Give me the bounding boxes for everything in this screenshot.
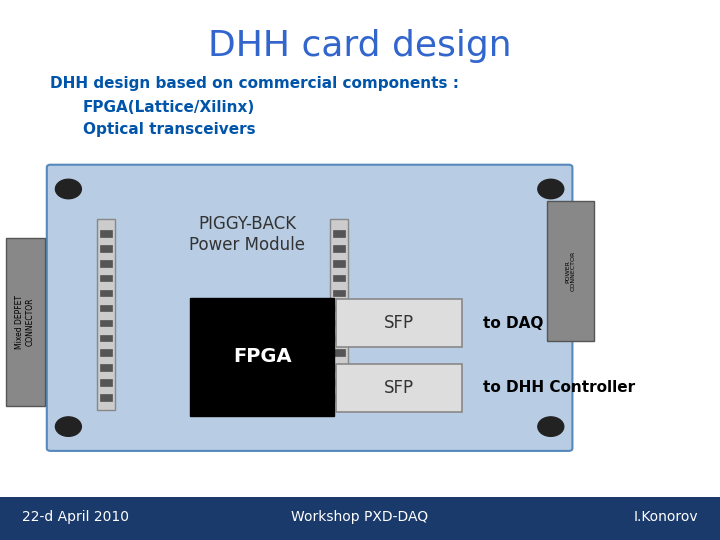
Bar: [0, 497, 720, 540]
Bar: [333, 379, 346, 386]
Bar: [333, 305, 346, 311]
Text: I.Konorov: I.Konorov: [634, 510, 698, 524]
Bar: [333, 260, 346, 267]
Text: DHH design based on commercial components :: DHH design based on commercial component…: [50, 76, 459, 91]
Circle shape: [538, 179, 564, 199]
Circle shape: [538, 417, 564, 436]
Bar: [100, 349, 112, 356]
Text: SFP: SFP: [384, 314, 413, 332]
Circle shape: [55, 417, 81, 436]
Bar: [333, 349, 346, 356]
Bar: [100, 335, 112, 341]
Bar: [100, 320, 112, 326]
FancyBboxPatch shape: [336, 364, 462, 411]
Bar: [100, 275, 112, 281]
Bar: [333, 230, 346, 237]
Bar: [100, 364, 112, 371]
FancyBboxPatch shape: [330, 219, 348, 410]
FancyBboxPatch shape: [547, 201, 594, 341]
FancyBboxPatch shape: [47, 165, 572, 451]
Text: FPGA: FPGA: [233, 347, 292, 366]
Text: DHH card design: DHH card design: [208, 29, 512, 63]
Bar: [100, 245, 112, 252]
Bar: [333, 245, 346, 252]
Text: POWER
CONNECTOR: POWER CONNECTOR: [565, 251, 576, 292]
Bar: [333, 320, 346, 326]
Bar: [100, 394, 112, 401]
Text: Mixed DEPFET
CONNECTOR: Mixed DEPFET CONNECTOR: [16, 295, 35, 349]
Bar: [333, 394, 346, 401]
Text: Optical transceivers: Optical transceivers: [83, 122, 256, 137]
FancyBboxPatch shape: [6, 238, 45, 406]
Circle shape: [55, 179, 81, 199]
Bar: [100, 290, 112, 296]
FancyBboxPatch shape: [97, 219, 115, 410]
Text: to DAQ: to DAQ: [483, 316, 544, 330]
FancyBboxPatch shape: [190, 298, 334, 416]
Bar: [100, 379, 112, 386]
Bar: [100, 305, 112, 311]
Text: to DHH Controller: to DHH Controller: [483, 380, 635, 395]
FancyBboxPatch shape: [336, 299, 462, 347]
Bar: [333, 275, 346, 281]
Bar: [100, 230, 112, 237]
Text: SFP: SFP: [384, 379, 413, 397]
Text: 22-d April 2010: 22-d April 2010: [22, 510, 129, 524]
Text: PIGGY-BACK
Power Module: PIGGY-BACK Power Module: [189, 215, 305, 254]
Bar: [333, 290, 346, 296]
Text: FPGA(Lattice/Xilinx): FPGA(Lattice/Xilinx): [83, 100, 255, 116]
Bar: [100, 260, 112, 267]
Bar: [333, 335, 346, 341]
Text: Workshop PXD-DAQ: Workshop PXD-DAQ: [292, 510, 428, 524]
Bar: [333, 364, 346, 371]
